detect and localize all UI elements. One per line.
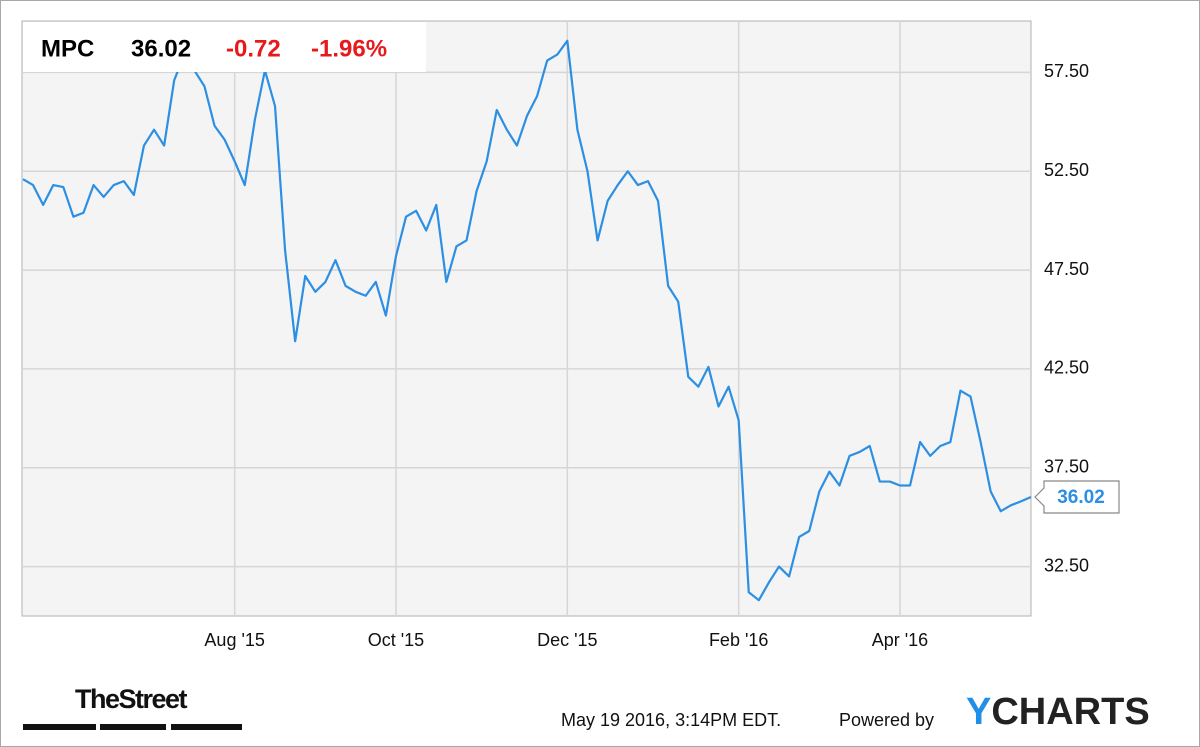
- x-tick-label: Dec '15: [537, 630, 597, 650]
- last-value-tag: [1034, 480, 1120, 514]
- header-box: [23, 22, 426, 72]
- y-tick-label: 47.50: [1044, 259, 1089, 279]
- x-tick-label: Oct '15: [368, 630, 424, 650]
- price: 36.02: [131, 35, 191, 62]
- logo-bar: [171, 724, 242, 730]
- source-logo: TheStreet: [75, 684, 188, 714]
- ticker: MPC: [41, 35, 94, 62]
- change: -0.72: [226, 35, 281, 62]
- x-tick-label: Feb '16: [709, 630, 768, 650]
- timestamp: May 19 2016, 3:14PM EDT.: [561, 710, 782, 730]
- brand-logo: YCHARTS: [966, 691, 1150, 733]
- grid: [23, 21, 1031, 616]
- y-tick-label: 37.50: [1044, 456, 1089, 476]
- x-tick-label: Aug '15: [204, 630, 265, 650]
- y-tick-label: 52.50: [1044, 160, 1089, 180]
- last-value-label: 36.02: [1057, 487, 1105, 508]
- y-tick-label: 32.50: [1044, 555, 1089, 575]
- logo-bar: [23, 724, 96, 730]
- y-tick-label: 57.50: [1044, 61, 1089, 81]
- powered-by: Powered by: [839, 710, 935, 730]
- logo-bar: [100, 724, 166, 730]
- y-tick-label: 42.50: [1044, 358, 1089, 378]
- plot-area: [21, 20, 1032, 617]
- change-percent: -1.96%: [311, 35, 387, 62]
- x-tick-label: Apr '16: [872, 630, 928, 650]
